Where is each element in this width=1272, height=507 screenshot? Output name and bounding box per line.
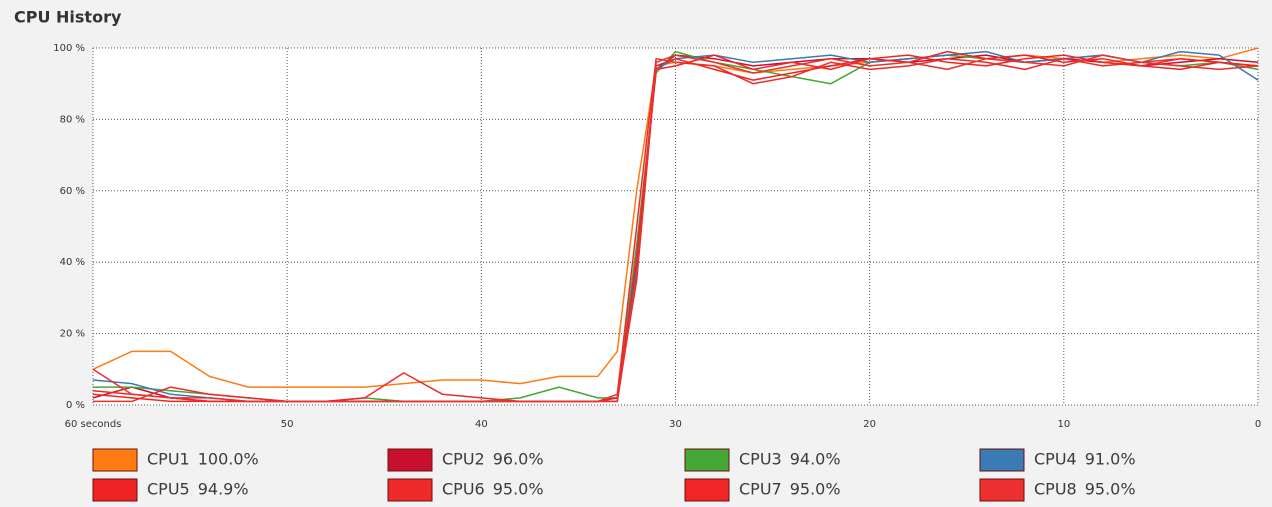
legend-value: 91.0%	[1085, 450, 1136, 469]
x-tick-label: 50	[281, 419, 294, 430]
legend-swatch	[387, 478, 433, 502]
x-tick-label: 60 seconds	[65, 419, 122, 430]
legend-name: CPU5	[147, 480, 190, 499]
legend-name: CPU7	[739, 480, 782, 499]
legend-name: CPU8	[1034, 480, 1077, 499]
legend-value: 95.0%	[1085, 480, 1136, 499]
x-tick-label: 0	[1255, 419, 1261, 430]
cpu-line	[92, 54, 1259, 403]
y-tick-label: 60 %	[60, 186, 85, 197]
legend-name: CPU4	[1034, 450, 1077, 469]
legend-value: 95.0%	[790, 480, 841, 499]
legend-value: 96.0%	[493, 450, 544, 469]
legend-swatch	[684, 478, 730, 502]
legend-swatch	[387, 448, 433, 472]
legend-value: 100.0%	[198, 450, 259, 469]
legend-swatch	[92, 448, 138, 472]
legend-swatch	[684, 448, 730, 472]
legend-value: 95.0%	[493, 480, 544, 499]
legend-swatch	[92, 478, 138, 502]
legend-value: 94.0%	[790, 450, 841, 469]
y-tick-label: 0 %	[66, 400, 85, 411]
legend-swatch	[979, 448, 1025, 472]
y-tick-label: 20 %	[60, 329, 85, 340]
x-tick-label: 30	[669, 419, 682, 430]
legend-swatch	[979, 478, 1025, 502]
legend-name: CPU3	[739, 450, 782, 469]
legend-name: CPU6	[442, 480, 485, 499]
x-tick-label: 40	[475, 419, 488, 430]
legend-name: CPU2	[442, 450, 485, 469]
y-tick-label: 100 %	[53, 43, 85, 54]
y-tick-label: 80 %	[60, 114, 85, 125]
legend-value: 94.9%	[198, 480, 249, 499]
x-tick-label: 20	[863, 419, 876, 430]
chart-title: CPU History	[14, 8, 122, 27]
legend-name: CPU1	[147, 450, 190, 469]
x-tick-label: 10	[1057, 419, 1070, 430]
y-tick-label: 40 %	[60, 257, 85, 268]
